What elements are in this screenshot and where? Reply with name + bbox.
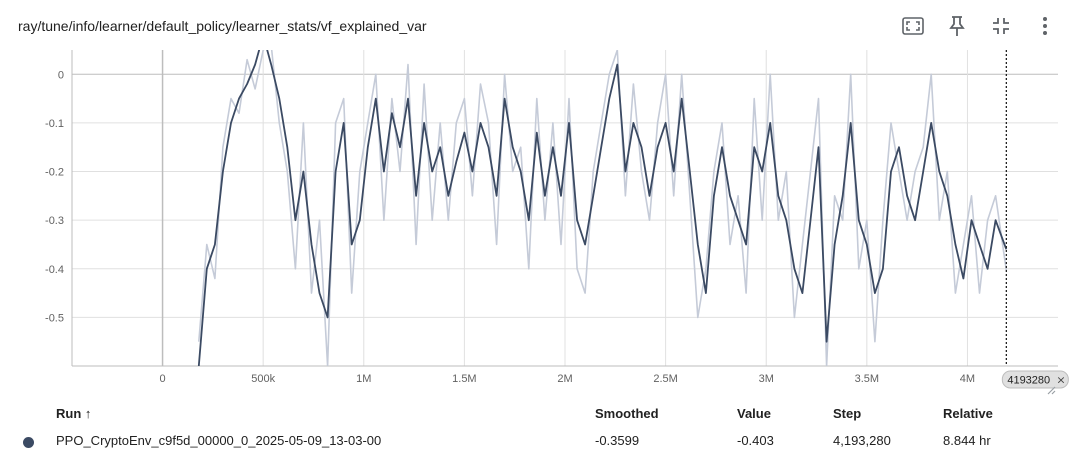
x-tick-label: 1M [356,373,371,385]
x-tick-label: 4M [960,373,975,385]
value-column-header: Value [737,406,771,421]
resize-handle-icon[interactable] [1046,385,1056,395]
pin-icon [949,16,965,36]
chart-grid [71,50,1058,367]
y-tick-label: -0.4 [45,264,64,276]
y-axis: 0 -0.1 -0.2 -0.3 -0.4 -0.5 [45,69,64,324]
chart-title: ray/tune/info/learner/default_policy/lea… [18,18,427,34]
relative-time: 8.844 hr [943,433,991,448]
x-tick-label: 2M [557,373,572,385]
raw-series-line [198,50,1008,366]
x-tick-label: 0 [159,373,165,385]
x-tick-label: 3.5M [855,373,879,385]
raw-value: -0.403 [737,433,774,448]
table-header: Run ↑ Smoothed Value Step Relative [0,402,1076,428]
more-vert-icon [1043,17,1047,35]
cursor-step-chip[interactable] [1001,370,1069,389]
y-tick-label: -0.5 [45,312,64,324]
step-column-header: Step [833,406,862,421]
smoothed-column-header: Smoothed [595,406,659,421]
run-column-header[interactable]: Run ↑ [56,406,92,421]
collapse-button[interactable] [984,12,1018,40]
x-tick-label: 1.5M [452,373,476,385]
line-chart[interactable]: 0 -0.1 -0.2 -0.3 -0.4 -0.5 0 500k 1M 1.5M 2M 2.5M 3… [0,48,1076,392]
plot-area [197,50,1008,366]
run-name: PPO_CryptoEnv_c9f5d_00000_0_2025-05-09_1… [56,433,382,448]
y-tick-label: -0.2 [45,167,64,179]
pin-button[interactable] [940,12,974,40]
step-cursor[interactable]: 4193280 × [1001,50,1069,389]
run-color-dot [23,437,34,448]
x-tick-label: 2.5M [653,373,677,385]
chart-toolbar [896,12,1062,40]
step-value: 4,193,280 [833,433,891,448]
x-tick-label: 3M [759,373,774,385]
y-tick-label: -0.3 [45,215,64,227]
close-icon[interactable]: × [1056,374,1065,387]
smoothed-value: -0.3599 [595,433,640,448]
relative-column-header: Relative [943,406,993,421]
x-tick-label: 500k [251,373,275,385]
smoothed-series-line [197,50,1008,366]
collapse-icon [993,18,1009,34]
fit-domain-button[interactable] [896,12,930,40]
y-tick-label: 0 [58,69,64,81]
fit-domain-icon [902,17,924,35]
cursor-step-label: 4193280 [1007,375,1050,387]
more-options-button[interactable] [1028,12,1062,40]
table-row[interactable]: PPO_CryptoEnv_c9f5d_00000_0_2025-05-09_1… [0,429,1076,455]
y-tick-label: -0.1 [45,118,64,130]
x-axis: 0 500k 1M 1.5M 2M 2.5M 3M 3.5M 4M [159,373,975,385]
